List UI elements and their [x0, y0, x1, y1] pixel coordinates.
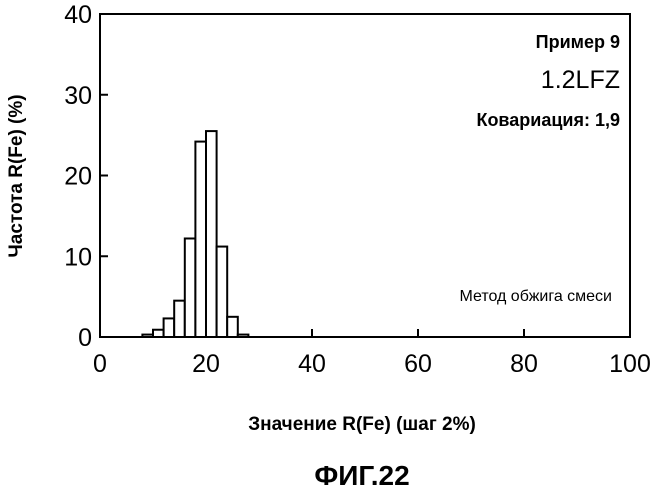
- x-tick-label: 80: [510, 350, 538, 378]
- y-tick-label: 30: [64, 82, 92, 110]
- histogram-bars: [142, 131, 248, 337]
- covariation-label: Ковариация: 1,9: [476, 110, 620, 130]
- histogram-bar: [227, 317, 238, 337]
- histogram-bar: [185, 238, 196, 337]
- figure: 0 20 40 60 80 100 0 10 20 30 40 Пример 9 1.2LFZ К…: [0, 0, 659, 500]
- x-tick-label: 40: [298, 350, 326, 378]
- histogram-bar: [195, 142, 206, 337]
- x-axis-title: Значение R(Fe) (шаг 2%): [248, 414, 476, 435]
- histogram-bar: [142, 335, 153, 337]
- y-tick-label: 20: [64, 163, 92, 191]
- y-axis-title: Частота R(Fe) (%): [6, 94, 27, 257]
- x-tick-label: 0: [93, 350, 107, 378]
- x-tick-label: 60: [404, 350, 432, 378]
- x-tick-label: 20: [192, 350, 220, 378]
- method-label: Метод обжига смеси: [459, 288, 612, 305]
- histogram-bar: [238, 335, 249, 337]
- x-tick-label: 100: [609, 350, 651, 378]
- example-label: Пример 9: [536, 32, 620, 52]
- y-tick-label: 0: [78, 324, 92, 352]
- y-tick-label: 10: [64, 243, 92, 271]
- y-axis-ticks: 0 10 20 30 40: [64, 1, 108, 352]
- histogram-bar: [153, 330, 164, 337]
- figure-caption: ФИГ.22: [314, 460, 409, 491]
- histogram-bar: [164, 318, 175, 337]
- histogram-bar: [217, 247, 228, 337]
- histogram-bar: [174, 301, 185, 337]
- histogram-bar: [206, 131, 217, 337]
- y-tick-label: 40: [64, 1, 92, 29]
- sample-label: 1.2LFZ: [541, 66, 620, 94]
